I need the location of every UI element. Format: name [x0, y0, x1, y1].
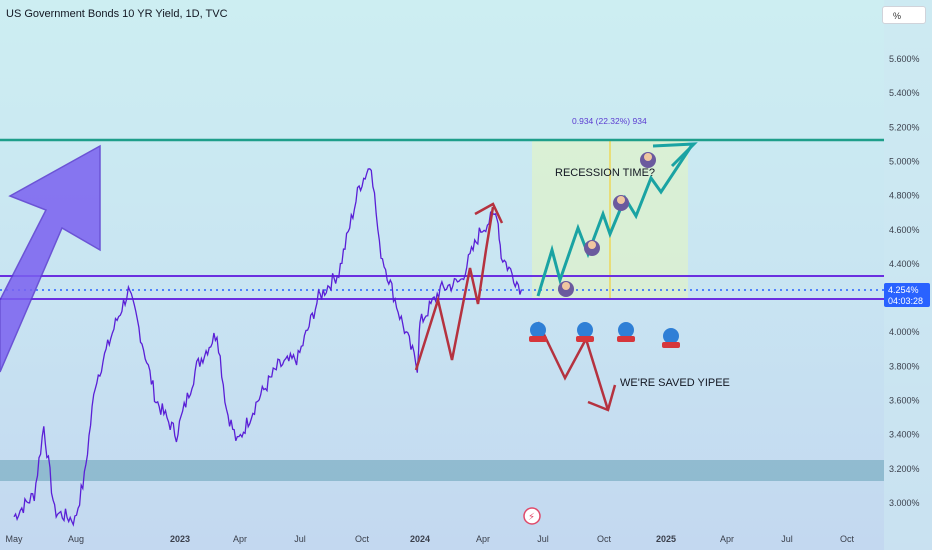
- y-tick-label: 5.000%: [889, 156, 920, 166]
- x-tick-label: Aug: [68, 534, 84, 544]
- time-axis[interactable]: [0, 530, 884, 550]
- y-tick-label: 4.000%: [889, 327, 920, 337]
- teal-up-zigzag-arrow: [536, 142, 698, 297]
- measure-label: 0.934 (22.32%) 934: [572, 116, 647, 126]
- x-tick-label: Jul: [537, 534, 549, 544]
- x-tick-label: Oct: [355, 534, 370, 544]
- x-tick-label: Apr: [720, 534, 734, 544]
- x-tick-label: Oct: [597, 534, 612, 544]
- y-tick-label: 5.600%: [889, 54, 920, 64]
- price-axis[interactable]: [884, 0, 932, 550]
- sticker-group: [529, 152, 680, 348]
- x-tick-label: May: [5, 534, 23, 544]
- x-axis-ticks: May Aug 2023 Apr Jul Oct 2024 Apr Jul Oct 2025 Apr J…: [5, 534, 854, 544]
- globe-sticker-2: [576, 322, 594, 342]
- y-tick-label: 5.200%: [889, 122, 920, 132]
- sticker-3: [613, 195, 629, 211]
- y-tick-label: 5.400%: [889, 88, 920, 98]
- red-down-zigzag-arrow: [536, 321, 617, 412]
- big-up-arrow: [0, 144, 101, 373]
- countdown-timer: 04:03:28: [888, 296, 923, 306]
- annotation-saved: WE'RE SAVED YIPEE: [620, 377, 730, 389]
- x-tick-label: 2024: [410, 534, 430, 544]
- y-tick-label: 3.800%: [889, 361, 920, 371]
- globe-sticker-1: [529, 322, 547, 342]
- y-tick-label: 3.000%: [889, 498, 920, 508]
- chart-title: US Government Bonds 10 YR Yield, 1D, TVC: [6, 8, 228, 20]
- price-line: [13, 168, 523, 527]
- globe-sticker-3: [617, 322, 635, 342]
- svg-text:⚡: ⚡: [528, 512, 535, 523]
- x-tick-label: Jul: [294, 534, 306, 544]
- x-tick-label: Apr: [476, 534, 490, 544]
- y-tick-label: 3.400%: [889, 430, 920, 440]
- current-price-tag: 4.254% 04:03:28: [884, 283, 930, 307]
- x-tick-label: Jul: [781, 534, 793, 544]
- y-axis-ticks: 5.600% 5.400% 5.200% 5.000% 4.800% 4.600% 4.40…: [889, 54, 920, 508]
- y-tick-label: 4.400%: [889, 259, 920, 269]
- price-series: [13, 168, 523, 527]
- annotation-recession: RECESSION TIME?: [555, 167, 655, 179]
- sticker-1: [558, 281, 574, 297]
- x-tick-label: Oct: [840, 534, 855, 544]
- y-tick-label: 4.600%: [889, 225, 920, 235]
- x-tick-label: 2025: [656, 534, 676, 544]
- sticker-2: [584, 240, 600, 256]
- y-tick-label: 3.200%: [889, 464, 920, 474]
- y-tick-label: 4.800%: [889, 191, 920, 201]
- current-price-value: 4.254%: [888, 285, 919, 295]
- y-tick-label: 3.600%: [889, 396, 920, 406]
- x-tick-label: 2023: [170, 534, 190, 544]
- unit-button[interactable]: %: [882, 6, 926, 24]
- red-zigzag-arrow-history: [414, 202, 504, 371]
- x-tick-label: Apr: [233, 534, 247, 544]
- support-band: [0, 460, 884, 481]
- lightning-icon[interactable]: ⚡: [523, 507, 541, 525]
- globe-sticker-4: [662, 328, 680, 348]
- sticker-4: [640, 152, 656, 168]
